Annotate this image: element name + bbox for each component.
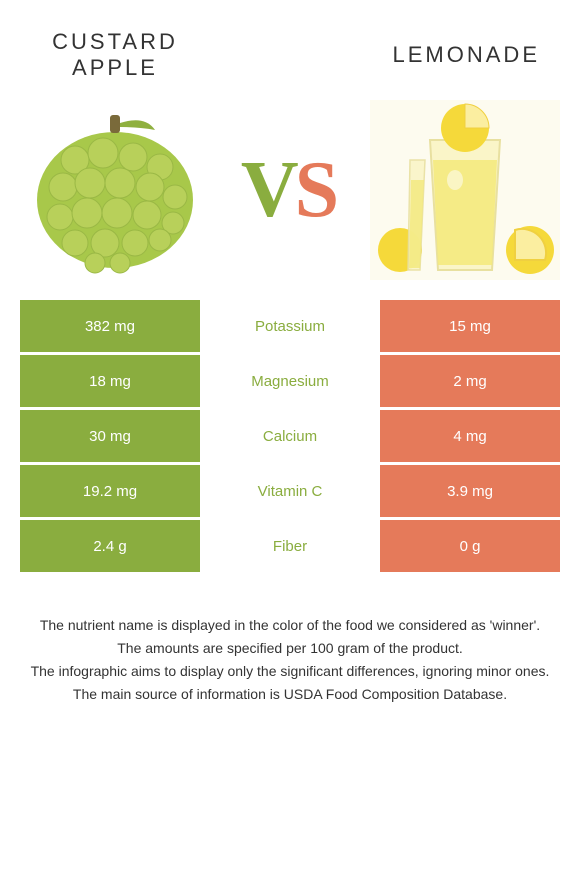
food-title-left: CUSTARD APPLE	[40, 29, 190, 82]
nutrient-left-value: 30 mg	[20, 410, 200, 462]
nutrient-right-value: 15 mg	[380, 300, 560, 352]
vs-label: V S	[241, 150, 339, 230]
nutrient-left-value: 382 mg	[20, 300, 200, 352]
nutrient-left-value: 19.2 mg	[20, 465, 200, 517]
food-title-right: Lemonade	[360, 42, 540, 68]
footer-line: The infographic aims to display only the…	[20, 661, 560, 682]
nutrient-right-value: 3.9 mg	[380, 465, 560, 517]
nutrient-name: Calcium	[200, 410, 380, 462]
nutrient-left-value: 18 mg	[20, 355, 200, 407]
nutrient-table: 382 mgPotassium15 mg18 mgMagnesium2 mg30…	[0, 300, 580, 572]
nutrient-name: Vitamin C	[200, 465, 380, 517]
nutrient-row: 18 mgMagnesium2 mg	[20, 355, 560, 407]
nutrient-row: 19.2 mgVitamin C3.9 mg	[20, 465, 560, 517]
nutrient-right-value: 0 g	[380, 520, 560, 572]
nutrient-row: 2.4 gFiber0 g	[20, 520, 560, 572]
nutrient-right-value: 4 mg	[380, 410, 560, 462]
footer-notes: The nutrient name is displayed in the co…	[0, 575, 580, 705]
nutrient-name: Potassium	[200, 300, 380, 352]
lemonade-image	[370, 100, 560, 280]
nutrient-left-value: 2.4 g	[20, 520, 200, 572]
footer-line: The main source of information is USDA F…	[20, 684, 560, 705]
nutrient-right-value: 2 mg	[380, 355, 560, 407]
vs-v: V	[241, 150, 299, 230]
footer-line: The amounts are specified per 100 gram o…	[20, 638, 560, 659]
nutrient-row: 30 mgCalcium4 mg	[20, 410, 560, 462]
footer-line: The nutrient name is displayed in the co…	[20, 615, 560, 636]
images-row: V S	[0, 90, 580, 300]
vs-s: S	[295, 150, 340, 230]
header: CUSTARD APPLE Lemonade	[0, 0, 580, 90]
nutrient-row: 382 mgPotassium15 mg	[20, 300, 560, 352]
nutrient-name: Fiber	[200, 520, 380, 572]
custard-apple-image	[20, 100, 210, 280]
nutrient-name: Magnesium	[200, 355, 380, 407]
